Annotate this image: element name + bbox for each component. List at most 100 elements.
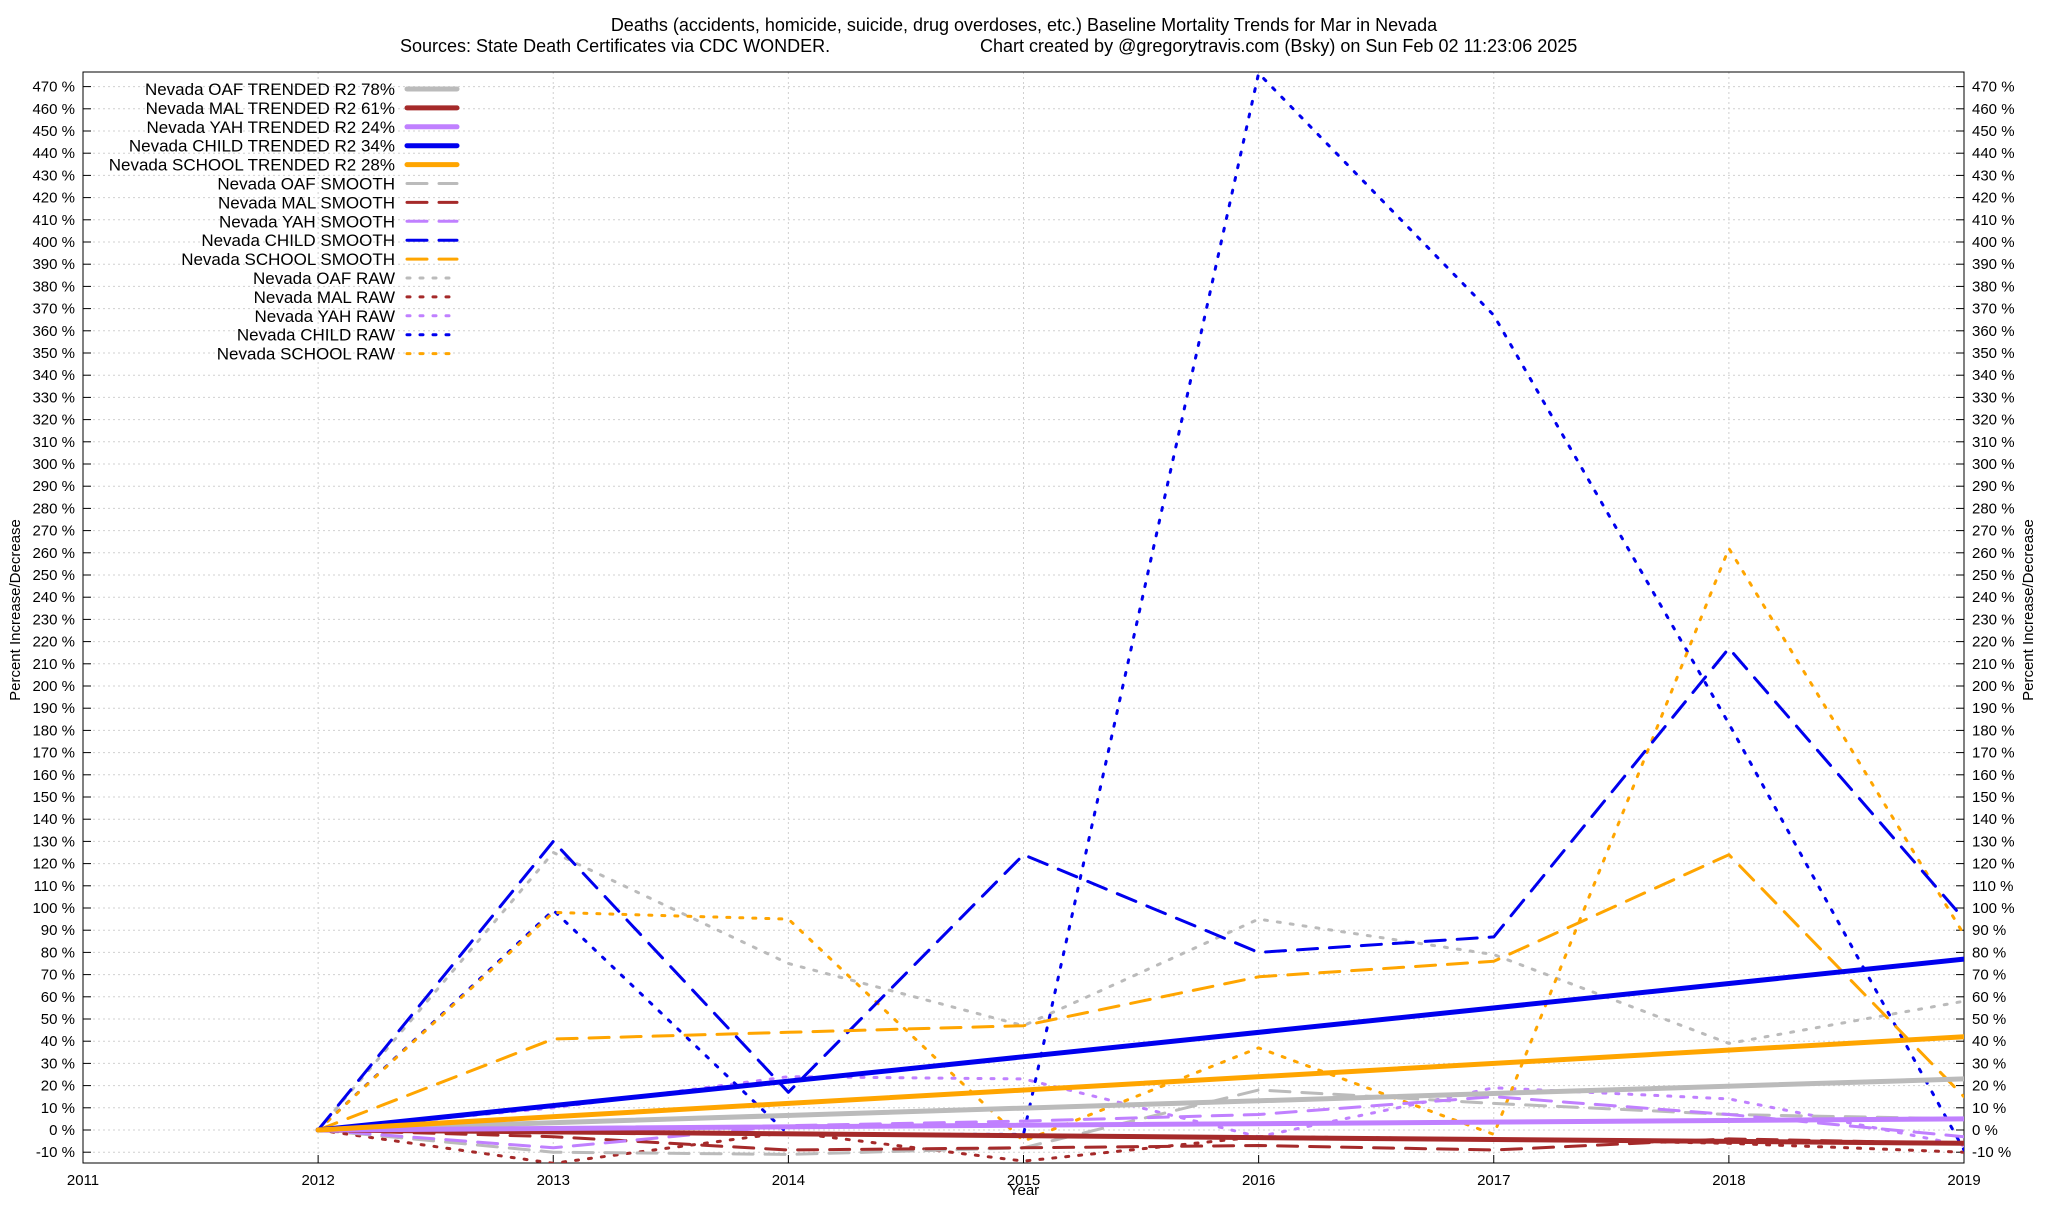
y-tick-label: 110 % bbox=[34, 878, 75, 895]
y2-tick-label: 180 % bbox=[1972, 722, 2015, 739]
y2-tick-label: 310 % bbox=[1972, 434, 2015, 451]
legend-label: Nevada MAL RAW bbox=[254, 288, 395, 307]
y-tick-label: 150 % bbox=[32, 789, 75, 806]
grid-layer bbox=[82, 72, 1965, 1163]
y-tick-label: 350 % bbox=[32, 345, 75, 362]
y-tick-label: 400 % bbox=[32, 234, 75, 251]
axes-layer: -10 % -10 % 0 % 0 % 10 % 10 % 20 % 20 % 30 % 30 %… bbox=[32, 71, 2015, 1189]
x-tick-label: 2011 bbox=[67, 1172, 99, 1189]
y2-tick-label: 170 % bbox=[1972, 745, 2015, 762]
y-tick-label: 460 % bbox=[32, 101, 75, 118]
y-axis-label: Percent Increase/Decrease bbox=[7, 519, 24, 701]
series-line-nevada-oaf-raw bbox=[316, 851, 1964, 1132]
y2-tick-label: 450 % bbox=[1972, 123, 2015, 140]
y-tick-label: -10 % bbox=[36, 1144, 75, 1161]
y2-tick-label: 60 % bbox=[1972, 989, 2006, 1006]
y-tick-label: 310 % bbox=[32, 434, 75, 451]
y2-tick-label: 380 % bbox=[1972, 278, 2015, 295]
legend-label: Nevada YAH SMOOTH bbox=[219, 212, 395, 231]
y-tick-label: 290 % bbox=[32, 478, 75, 495]
x-tick-label: 2015 bbox=[1007, 1172, 1040, 1189]
y2-tick-label: 200 % bbox=[1972, 678, 2015, 695]
y2-tick-label: 280 % bbox=[1972, 500, 2015, 517]
y-tick-label: 170 % bbox=[32, 745, 75, 762]
chart-title: Deaths (accidents, homicide, suicide, dr… bbox=[611, 15, 1438, 35]
series-line-nevada-child-trended-r2-34 bbox=[315, 956, 1964, 1133]
y-tick-label: 90 % bbox=[41, 922, 75, 939]
y-tick-label: 470 % bbox=[32, 79, 75, 96]
y2-tick-label: 420 % bbox=[1972, 190, 2015, 207]
y2-tick-label: 40 % bbox=[1972, 1033, 2006, 1050]
y-tick-label: 300 % bbox=[32, 456, 75, 473]
y2-tick-label: 460 % bbox=[1972, 101, 2015, 118]
y-tick-label: 130 % bbox=[32, 833, 75, 850]
x-tick-label: 2016 bbox=[1242, 1172, 1275, 1189]
legend-label: Nevada MAL TRENDED R2 61% bbox=[146, 99, 395, 118]
series-line-nevada-yah-smooth bbox=[316, 1095, 1964, 1150]
y-tick-label: 230 % bbox=[32, 611, 75, 628]
y-tick-label: 30 % bbox=[41, 1055, 75, 1072]
y-tick-label: 40 % bbox=[41, 1033, 75, 1050]
y2-tick-label: 0 % bbox=[1972, 1122, 1998, 1139]
y2-tick-label: 330 % bbox=[1972, 389, 2015, 406]
y2-tick-label: 30 % bbox=[1972, 1055, 2006, 1072]
y2-tick-label: -10 % bbox=[1972, 1144, 2011, 1161]
y2-tick-label: 120 % bbox=[1972, 856, 2015, 873]
y2-tick-label: 80 % bbox=[1972, 944, 2006, 961]
legend-label: Nevada OAF SMOOTH bbox=[217, 175, 395, 194]
y-tick-label: 0 % bbox=[49, 1122, 75, 1139]
x-axis-label: Year bbox=[1009, 1182, 1039, 1199]
series-line-nevada-school-smooth bbox=[316, 853, 1964, 1132]
y2-tick-label: 350 % bbox=[1972, 345, 2015, 362]
y-tick-label: 80 % bbox=[41, 944, 75, 961]
y2-tick-label: 340 % bbox=[1972, 367, 2015, 384]
y-tick-label: 210 % bbox=[32, 656, 75, 673]
legend-label: Nevada OAF RAW bbox=[253, 269, 395, 288]
y2-tick-label: 400 % bbox=[1972, 234, 2015, 251]
series-line-nevada-school-trended-r2-28 bbox=[315, 1034, 1964, 1133]
legend-label: Nevada OAF TRENDED R2 78% bbox=[145, 80, 395, 99]
series-line-nevada-child-raw bbox=[316, 72, 1964, 1152]
y-tick-label: 380 % bbox=[32, 278, 75, 295]
y-tick-label: 180 % bbox=[32, 722, 75, 739]
y2-tick-label: 10 % bbox=[1972, 1100, 2006, 1117]
y2-tick-label: 440 % bbox=[1972, 145, 2015, 162]
legend-label: Nevada SCHOOL SMOOTH bbox=[181, 250, 395, 269]
y2-tick-label: 250 % bbox=[1972, 567, 2015, 584]
y-tick-label: 260 % bbox=[32, 545, 75, 562]
legend: Nevada OAF TRENDED R2 78%Nevada MAL TREN… bbox=[109, 80, 460, 364]
series-line-nevada-oaf-trended-r2-78 bbox=[315, 1076, 1964, 1133]
y-tick-label: 390 % bbox=[32, 256, 75, 273]
y-tick-label: 250 % bbox=[32, 567, 75, 584]
y-tick-label: 330 % bbox=[32, 389, 75, 406]
y2-tick-label: 100 % bbox=[1972, 900, 2015, 917]
y2-tick-label: 260 % bbox=[1972, 545, 2015, 562]
y-tick-label: 430 % bbox=[32, 167, 75, 184]
legend-label: Nevada YAH RAW bbox=[255, 307, 395, 326]
series-line-nevada-yah-trended-r2-24 bbox=[315, 1116, 1964, 1133]
y2-tick-label: 470 % bbox=[1972, 79, 2015, 96]
series-line-nevada-school-raw bbox=[316, 546, 1964, 1143]
y2-tick-label: 230 % bbox=[1972, 611, 2015, 628]
y-tick-label: 160 % bbox=[32, 767, 75, 784]
x-tick-label: 2017 bbox=[1477, 1172, 1510, 1189]
y-tick-label: 360 % bbox=[32, 323, 75, 340]
y-tick-label: 270 % bbox=[32, 523, 75, 540]
y2-tick-label: 290 % bbox=[1972, 478, 2015, 495]
y2-tick-label: 190 % bbox=[1972, 700, 2015, 717]
y2-tick-label: 70 % bbox=[1972, 967, 2006, 984]
y-tick-label: 410 % bbox=[32, 212, 75, 229]
y2-tick-label: 390 % bbox=[1972, 256, 2015, 273]
y2-tick-label: 300 % bbox=[1972, 456, 2015, 473]
y2-tick-label: 150 % bbox=[1972, 789, 2015, 806]
y-tick-label: 200 % bbox=[32, 678, 75, 695]
series-layer bbox=[315, 72, 1964, 1163]
legend-label: Nevada CHILD TRENDED R2 34% bbox=[129, 137, 395, 156]
plot-border bbox=[82, 71, 1965, 1164]
y-tick-label: 100 % bbox=[32, 900, 75, 917]
series-line-nevada-oaf-smooth bbox=[316, 1088, 1964, 1156]
y2-tick-label: 320 % bbox=[1972, 412, 2015, 429]
y-tick-label: 340 % bbox=[32, 367, 75, 384]
legend-label: Nevada CHILD SMOOTH bbox=[201, 231, 395, 250]
